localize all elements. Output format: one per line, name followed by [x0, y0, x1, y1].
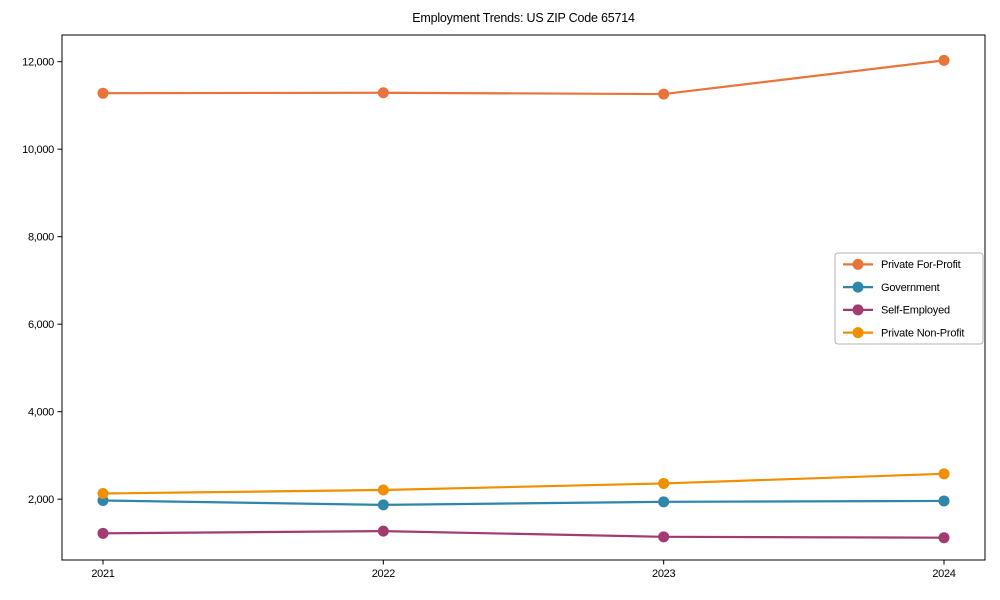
legend-item-label: Private For-Profit — [881, 259, 961, 271]
x-axis-tick-label: 2024 — [932, 568, 955, 580]
data-point — [377, 87, 389, 99]
data-point — [658, 496, 670, 508]
x-axis: 2021 2022 2023 2024 — [91, 560, 956, 580]
series-line — [101, 499, 946, 506]
chart-title: Employment Trends: US ZIP Code 65714 — [412, 11, 635, 25]
x-axis-tick-label: 2023 — [652, 568, 675, 580]
legend-item-label: Self-Employed — [881, 305, 950, 317]
x-axis-tick-label: 2021 — [91, 568, 114, 580]
legend-marker-dot — [852, 258, 864, 270]
data-point — [377, 484, 389, 496]
data-point — [377, 525, 389, 537]
plot-frame — [61, 34, 986, 561]
series-private-non-profit — [97, 468, 950, 499]
series-private-for-profit — [97, 54, 950, 100]
data-point — [97, 527, 109, 539]
y-axis-tick-label: 2,000 — [28, 494, 54, 506]
y-axis-tick-label: 12,000 — [22, 57, 54, 69]
data-point — [97, 87, 109, 99]
legend-item-self-employed: Self-Employed — [843, 304, 950, 317]
data-point — [938, 495, 950, 507]
y-axis-tick-label: 8,000 — [28, 232, 54, 244]
series-line — [101, 472, 946, 495]
series-line — [101, 59, 946, 96]
legend-item-private-non-profit: Private Non-Profit — [843, 327, 965, 339]
x-axis-tick-label: 2022 — [372, 568, 395, 580]
legend-item-label: Private Non-Profit — [881, 327, 964, 339]
legend: Private For-Profit Government Self-Employe… — [834, 252, 984, 345]
series-government — [97, 495, 950, 511]
data-point — [658, 477, 670, 489]
series-line — [101, 530, 946, 539]
y-axis: 2,000 4,000 6,000 8,000 10,000 12,000 — [22, 57, 62, 506]
data-point — [97, 488, 109, 499]
series-self-employed — [97, 525, 950, 544]
legend-marker-dot — [852, 304, 864, 316]
data-point — [658, 88, 670, 100]
data-point — [938, 54, 950, 66]
y-axis-tick-label: 4,000 — [28, 407, 54, 419]
legend-marker-dot — [852, 327, 864, 339]
y-axis-tick-label: 6,000 — [28, 319, 54, 331]
legend-box — [834, 252, 984, 345]
y-axis-tick-label: 10,000 — [22, 144, 54, 156]
data-point — [938, 532, 950, 544]
legend-marker-dot — [852, 281, 864, 293]
data-point — [658, 531, 670, 543]
data-point — [377, 499, 389, 511]
legend-item-private-for-profit: Private For-Profit — [843, 258, 961, 271]
legend-item-label: Government — [881, 282, 940, 294]
legend-item-government: Government — [843, 281, 940, 294]
data-point — [938, 468, 950, 480]
